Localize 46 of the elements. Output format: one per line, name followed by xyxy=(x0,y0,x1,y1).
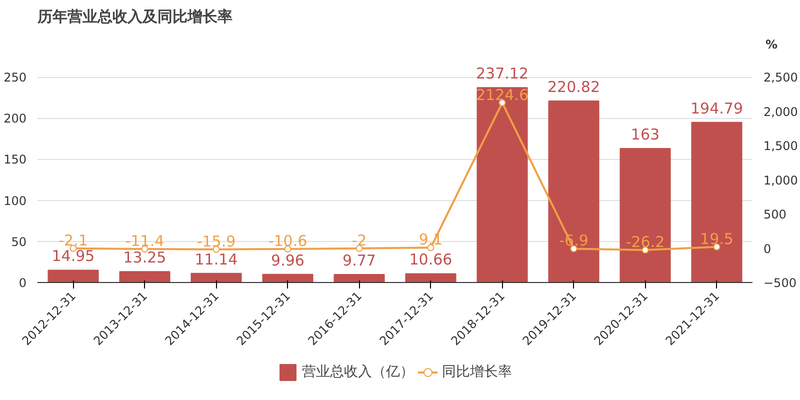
bar xyxy=(190,272,242,282)
bar xyxy=(405,273,456,282)
data-label: 9.77 xyxy=(342,251,376,270)
bar xyxy=(476,87,528,282)
legend-label: 营业总收入（亿） xyxy=(302,363,414,381)
y2-tick-label: 1,000 xyxy=(764,173,798,188)
data-label: 194.79 xyxy=(690,99,744,118)
y2-tick-label: 2,000 xyxy=(764,104,798,119)
data-label: 13.25 xyxy=(123,248,166,267)
point xyxy=(642,246,649,254)
y-tick-label: 50 xyxy=(11,234,27,249)
y2-tick-label: 0 xyxy=(764,242,772,256)
bar xyxy=(119,271,170,282)
data-label: -10.6 xyxy=(268,232,308,250)
y2-axis-title: % xyxy=(765,38,778,52)
bar xyxy=(548,100,600,282)
data-label: -15.9 xyxy=(196,232,236,250)
legend-label: 同比增长率 xyxy=(442,363,512,381)
data-label: 19.5 xyxy=(700,230,734,248)
data-label: 220.82 xyxy=(548,78,600,96)
data-label: -26.2 xyxy=(626,233,665,252)
data-label: 11.14 xyxy=(194,250,238,268)
y2-tick-label: −500 xyxy=(764,276,796,290)
y-tick-label: 150 xyxy=(4,152,26,167)
bar xyxy=(620,148,671,282)
bar xyxy=(334,274,385,282)
y2-tick-label: 2,500 xyxy=(764,70,798,85)
y-tick-label: 0 xyxy=(18,276,27,290)
chart-title: 历年营业总收入及同比增长率 xyxy=(36,8,232,26)
bar xyxy=(691,122,742,282)
data-label: -11.4 xyxy=(125,232,164,250)
data-label: 2124.6 xyxy=(476,86,529,104)
y-tick-label: 250 xyxy=(4,70,26,85)
data-label: -2 xyxy=(352,231,367,250)
data-label: 14.95 xyxy=(52,247,95,266)
data-label: 163 xyxy=(630,126,660,144)
data-label: 237.12 xyxy=(476,64,529,83)
bar xyxy=(48,270,99,282)
y2-tick-label: 1,500 xyxy=(764,139,798,154)
data-label: 9.96 xyxy=(271,251,304,270)
y2-tick-label: 500 xyxy=(764,208,786,222)
bar xyxy=(262,274,314,282)
y-tick-label: 200 xyxy=(4,112,26,126)
data-label: 10.66 xyxy=(409,250,452,269)
y-tick-label: 100 xyxy=(4,194,26,208)
data-label: -2.1 xyxy=(58,231,88,250)
